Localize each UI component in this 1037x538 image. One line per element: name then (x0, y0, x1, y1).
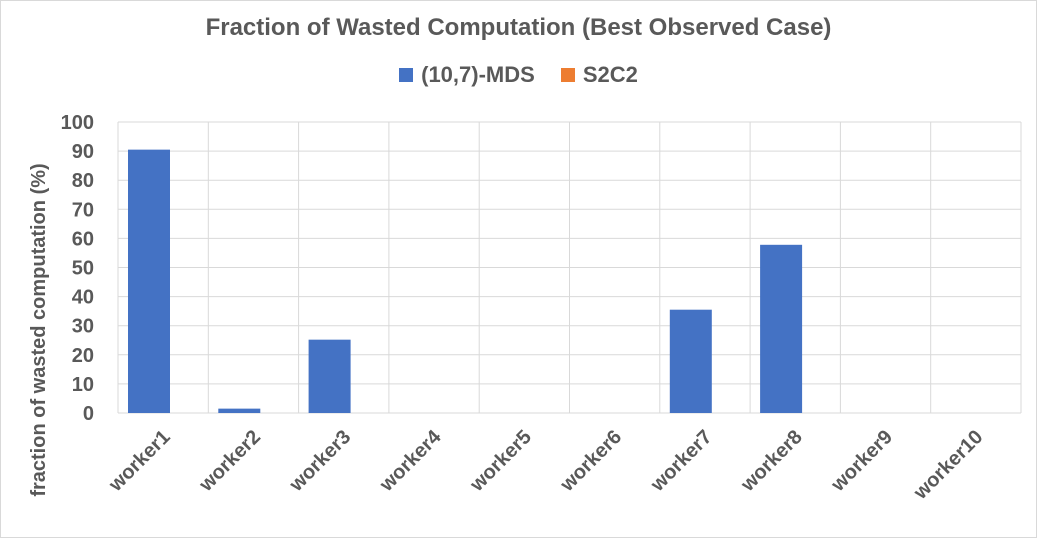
y-tick-label-30: 30 (72, 316, 94, 338)
bar-series-1-worker1 (128, 149, 170, 413)
legend-item-series-1: (10,7)-MDS (399, 62, 535, 88)
x-tick-label-worker9: worker9 (827, 426, 898, 497)
y-tick-label-90: 90 (72, 141, 94, 163)
gridlines (117, 121, 1022, 414)
y-tick-label-80: 80 (72, 170, 94, 192)
chart-title: Fraction of Wasted Computation (Best Obs… (205, 14, 832, 41)
y-tick-label-100: 100 (61, 112, 94, 134)
x-tick-label-worker5: worker5 (465, 426, 536, 497)
legend: (10,7)-MDS S2C2 (0, 62, 1037, 88)
x-tick-label-worker7: worker7 (646, 426, 717, 497)
x-tick-label-worker2: worker2 (194, 426, 265, 497)
x-tick-label-worker1: worker1 (104, 426, 175, 497)
x-tick-label-worker6: worker6 (556, 426, 627, 497)
x-tick-label-worker8: worker8 (736, 426, 807, 497)
legend-swatch-series-2 (560, 68, 575, 82)
legend-swatch-series-1 (399, 68, 414, 82)
y-tick-label-40: 40 (72, 287, 94, 309)
legend-label-series-1: (10,7)-MDS (421, 62, 535, 87)
y-tick-label-0: 0 (83, 403, 94, 425)
x-tick-label-worker10: worker10 (909, 426, 987, 504)
y-axis-title: fraction of wasted computation (%) (28, 163, 50, 496)
y-tick-label-60: 60 (72, 228, 94, 250)
x-axis-ticks: worker1 worker2 worker3 worker4 worker5 worke… (104, 425, 987, 504)
y-tick-label-10: 10 (72, 374, 94, 396)
bar-series-1-worker3 (308, 339, 351, 413)
legend-item-series-2: S2C2 (560, 62, 638, 88)
x-tick-label-worker3: worker3 (285, 426, 356, 497)
y-axis-ticks: 0 10 20 30 40 50 60 70 80 90 100 (61, 112, 94, 425)
bar-series-1-worker8 (760, 244, 803, 413)
bar-series-1-worker2 (218, 408, 261, 413)
x-tick-label-worker4: worker4 (375, 425, 446, 496)
y-tick-label-70: 70 (72, 199, 94, 221)
y-tick-label-50: 50 (72, 258, 94, 280)
legend-label-series-2: S2C2 (582, 62, 638, 87)
bar-series-1-worker7 (669, 309, 712, 413)
bars (128, 149, 803, 413)
y-tick-label-20: 20 (72, 345, 94, 367)
